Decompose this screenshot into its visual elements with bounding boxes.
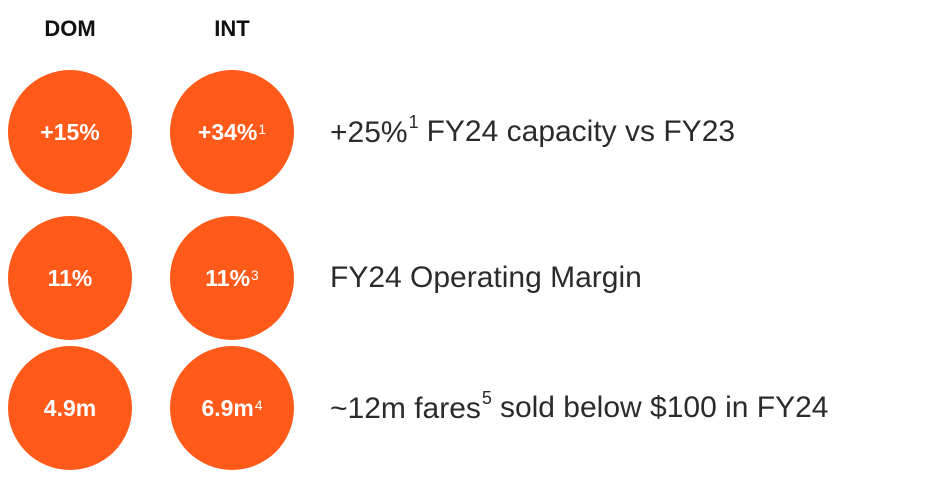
int-header: INT xyxy=(214,16,250,41)
int-value: +34% xyxy=(197,118,258,145)
dom-value: 11% xyxy=(47,264,93,291)
description-part: FY24 Operating Margin xyxy=(330,261,642,295)
int-value-note: 4 xyxy=(254,398,263,414)
description: +25%1 FY24 capacity vs FY23 xyxy=(330,112,743,152)
dom-value: 4.9m xyxy=(43,394,97,421)
description-text: ~12m fares xyxy=(330,391,481,425)
int-circle: 6.9m 4 xyxy=(170,346,294,470)
dom-circle: +15% xyxy=(8,70,132,194)
description-part: ~12m fares5 xyxy=(330,387,492,426)
description-part: +25%1 xyxy=(330,111,419,150)
dom-header: DOM xyxy=(44,16,96,41)
description-text: +25% xyxy=(330,115,408,149)
dom-value: +15% xyxy=(40,118,100,145)
dom-circle: 4.9m xyxy=(8,346,132,470)
description: FY24 Operating Margin xyxy=(330,258,650,298)
dom-circle: 11% xyxy=(8,216,132,340)
int-value-note: 1 xyxy=(258,122,267,138)
description-text: FY24 capacity vs FY23 xyxy=(426,115,736,148)
int-value: 11% xyxy=(205,264,251,291)
description: ~12m fares5 sold below $100 in FY24 xyxy=(330,388,837,428)
description-text: sold below $100 in FY24 xyxy=(499,391,829,424)
int-value: 6.9m xyxy=(201,394,254,421)
int-value-note: 3 xyxy=(251,268,259,284)
description-part: sold below $100 in FY24 xyxy=(500,391,829,425)
description-text-note: 1 xyxy=(408,111,419,132)
description-text-note: 5 xyxy=(481,387,492,408)
int-circle: 11% 3 xyxy=(170,216,294,340)
int-circle: +34% 1 xyxy=(170,70,294,194)
description-text: FY24 Operating Margin xyxy=(330,261,642,294)
description-part: FY24 capacity vs FY23 xyxy=(427,115,735,149)
